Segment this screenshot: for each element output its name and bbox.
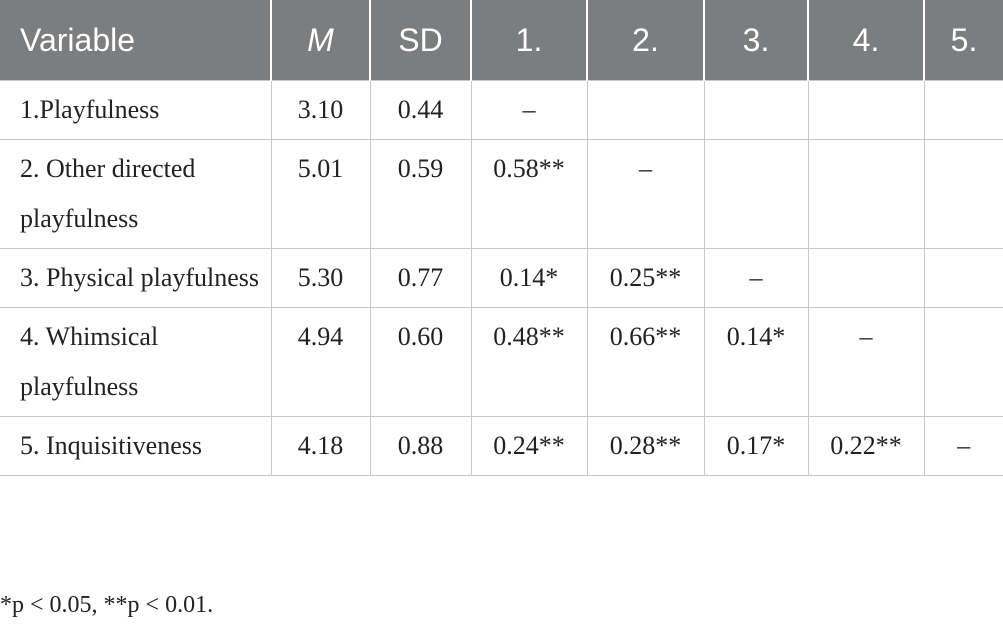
header-cell: Variable	[0, 0, 271, 81]
table-cell: 0.17*	[703, 416, 809, 476]
empty-cell	[703, 80, 809, 140]
footnote: *p < 0.05, **p < 0.01.	[0, 592, 214, 618]
table-cell: 0.66**	[586, 307, 705, 417]
table-cell: –	[807, 307, 925, 417]
table-cell: 5.30	[270, 248, 371, 308]
table-cell: –	[586, 139, 705, 249]
empty-cell	[923, 80, 1003, 140]
table-cell: 0.44	[369, 80, 472, 140]
table-row: 1.Playfulness 3.10 0.44–	[0, 80, 1003, 140]
table-cell: 0.77	[369, 248, 472, 308]
header-cell: 5.	[923, 0, 1003, 81]
header-cell: 3.	[703, 0, 808, 81]
table-cell: 0.59	[369, 139, 472, 249]
header-cell: 2.	[586, 0, 704, 81]
header-cell: 1.	[470, 0, 587, 81]
header-row: Variable M SD 1. 2. 3. 4. 5.	[0, 0, 1003, 81]
empty-cell	[923, 139, 1003, 249]
table-cell: 3. Physical playfulness	[0, 248, 272, 308]
empty-cell	[807, 248, 925, 308]
table-row: 4. Whimsical playfulness 4.94 0.60 0.48** 0.…	[0, 307, 1003, 417]
table-cell: 1.Playfulness	[0, 80, 272, 140]
empty-cell	[923, 307, 1003, 417]
empty-cell	[586, 80, 705, 140]
table-cell: 0.58**	[470, 139, 588, 249]
empty-cell	[703, 139, 809, 249]
header-cell: M	[270, 0, 370, 81]
table-cell: 4.94	[270, 307, 371, 417]
table-cell: 5. Inquisitiveness	[0, 416, 272, 476]
table-row: 5. Inquisitiveness 4.18 0.88 0.24** 0.28** 0.…	[0, 416, 1003, 476]
table-cell: 0.88	[369, 416, 472, 476]
header-cell: SD	[369, 0, 471, 81]
table-cell: 0.24**	[470, 416, 588, 476]
table-cell: 0.14*	[703, 307, 809, 417]
table-cell: 0.22**	[807, 416, 925, 476]
empty-cell	[923, 248, 1003, 308]
table-cell: 0.60	[369, 307, 472, 417]
table-row: 3. Physical playfulness 5.30 0.77 0.14* 0.25…	[0, 248, 1003, 308]
table-cell: 0.48**	[470, 307, 588, 417]
table-cell: –	[703, 248, 809, 308]
table-cell: 0.28**	[586, 416, 705, 476]
table-cell: 5.01	[270, 139, 371, 249]
table-cell: 4.18	[270, 416, 371, 476]
table-cell: –	[470, 80, 588, 140]
empty-cell	[807, 80, 925, 140]
correlation-table: Variable M SD 1. 2. 3. 4. 5. 1.Playfulness 3.10 0…	[0, 0, 1003, 476]
table-cell: 2. Other directed playfulness	[0, 139, 272, 249]
table-cell: 0.25**	[586, 248, 705, 308]
table-cell: 0.14*	[470, 248, 588, 308]
table-cell: 3.10	[270, 80, 371, 140]
table-cell: –	[923, 416, 1003, 476]
table-body: 1.Playfulness 3.10 0.44–2. Other directed …	[0, 80, 1003, 476]
empty-cell	[807, 139, 925, 249]
table-row: 2. Other directed playfulness 5.01 0.59 0.5…	[0, 139, 1003, 249]
table-cell: 4. Whimsical playfulness	[0, 307, 272, 417]
header-cell: 4.	[807, 0, 924, 81]
